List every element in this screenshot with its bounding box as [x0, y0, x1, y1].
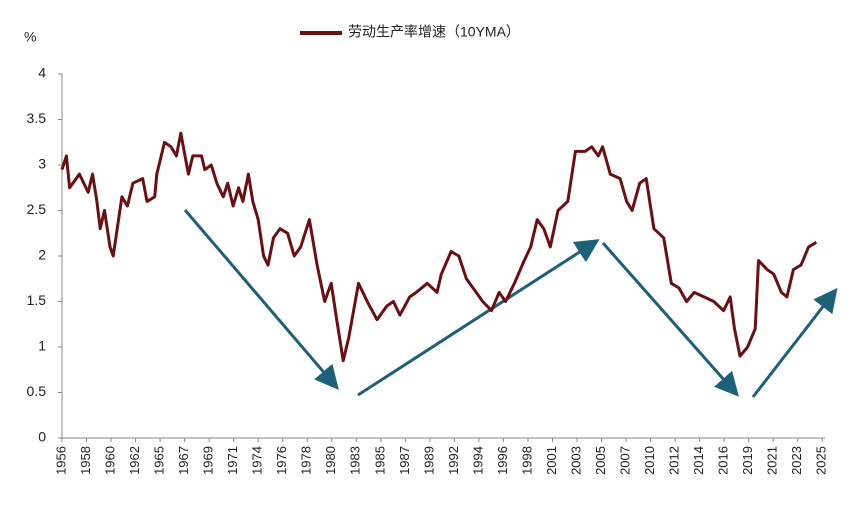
x-tick-label: 1965 — [152, 446, 167, 475]
x-tick-label: 1971 — [225, 446, 240, 475]
x-tick-label: 1996 — [495, 446, 510, 475]
trend-arrow — [183, 209, 339, 390]
y-tick-label: 0.5 — [27, 383, 47, 399]
trend-arrow — [601, 242, 739, 397]
x-tick-label: 1987 — [397, 446, 412, 475]
x-tick-label: 1992 — [446, 446, 461, 475]
x-tick-label: 2007 — [618, 446, 633, 475]
x-tick-label: 1967 — [176, 446, 191, 475]
y-tick-label: 1.5 — [27, 292, 47, 308]
data-line — [60, 131, 818, 363]
y-tick-label: 3.5 — [27, 110, 47, 126]
x-tick-label: 1969 — [201, 446, 216, 475]
x-tick-label: 2021 — [765, 446, 780, 475]
x-tick-label: 1980 — [323, 446, 338, 475]
x-tick-label: 2023 — [789, 446, 804, 475]
x-tick-label: 1998 — [519, 446, 534, 475]
x-tick-label: 2010 — [642, 446, 657, 475]
x-tick-label: 1960 — [102, 446, 117, 475]
x-tick-label: 1976 — [274, 446, 289, 475]
y-tick-label: 3 — [38, 156, 46, 172]
x-tick-label: 1974 — [250, 446, 265, 475]
x-tick-label: 1956 — [53, 446, 68, 475]
x-tick-label: 2025 — [814, 446, 829, 475]
x-tick-label: 2003 — [568, 446, 583, 475]
legend-label: 劳动生产率增速（10YMA） — [348, 24, 520, 40]
x-tick-label: 1983 — [348, 446, 363, 475]
y-tick-label: 2.5 — [27, 201, 47, 217]
y-tick-label: 1 — [38, 338, 46, 354]
x-tick-label: 2014 — [691, 446, 706, 475]
x-tick-label: 1985 — [372, 446, 387, 475]
x-tick-label: 2005 — [593, 446, 608, 475]
x-tick-label: 1978 — [299, 446, 314, 475]
y-unit: % — [24, 29, 36, 45]
x-tick-label: 1962 — [127, 446, 142, 475]
x-tick-label: 2012 — [667, 446, 682, 475]
trend-arrow — [751, 287, 838, 398]
y-tick-label: 4 — [38, 65, 46, 81]
x-tick-label: 1958 — [78, 446, 93, 475]
x-tick-label: 2019 — [740, 446, 755, 475]
trend-arrow — [357, 239, 600, 397]
x-tick-label: 1994 — [470, 446, 485, 475]
y-tick-label: 2 — [38, 247, 46, 263]
x-tick-label: 1989 — [421, 446, 436, 475]
x-tick-label: 2001 — [544, 446, 559, 475]
x-tick-label: 2016 — [716, 446, 731, 475]
y-tick-label: 0 — [38, 429, 46, 445]
